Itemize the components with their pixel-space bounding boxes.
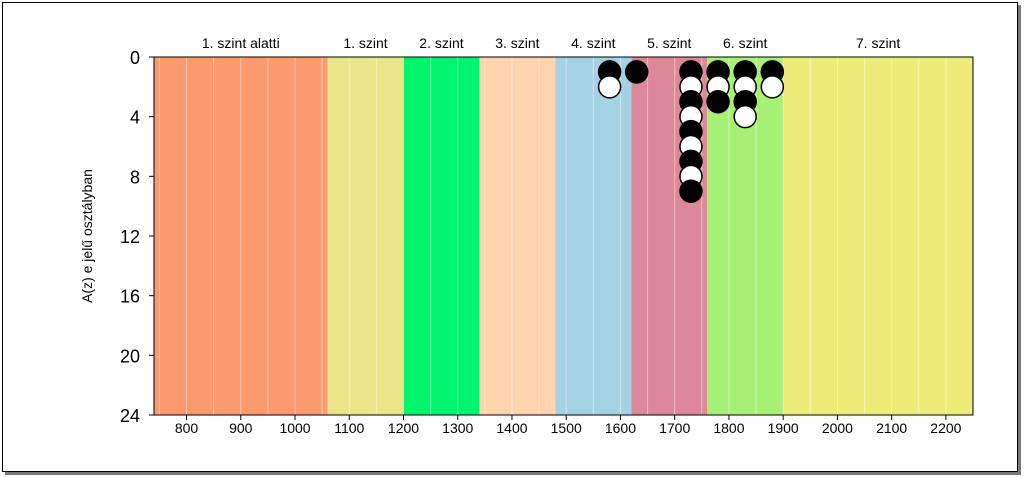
level-label-2: 1. szint <box>343 35 387 51</box>
data-point-3 <box>624 60 649 84</box>
x-tick-label: 1900 <box>768 420 799 436</box>
x-tick-label: 1700 <box>659 420 690 436</box>
x-tick-label: 1400 <box>496 420 527 436</box>
y-tick-label: 4 <box>130 108 140 128</box>
x-tick-label: 2200 <box>930 420 961 436</box>
x-tick-label: 1800 <box>713 420 744 436</box>
level-band-4 <box>479 57 556 415</box>
data-points <box>597 60 785 203</box>
level-bands <box>154 57 973 415</box>
level-label-3: 2. szint <box>419 35 463 51</box>
x-tick-label: 1600 <box>605 420 636 436</box>
x-tick-label: 1200 <box>388 420 419 436</box>
y-axis-title: A(z) e jelű osztályban <box>79 169 95 303</box>
y-tick-label: 20 <box>120 346 140 366</box>
vertical-gridlines <box>158 57 947 415</box>
x-tick-label: 800 <box>175 420 199 436</box>
x-tick-label: 1100 <box>334 420 364 436</box>
level-band-2 <box>327 57 404 415</box>
level-band-1 <box>154 57 328 415</box>
x-tick-label: 1000 <box>279 420 310 436</box>
level-band-8 <box>783 57 973 415</box>
x-tick-label: 1300 <box>442 420 473 436</box>
level-labels: 1. szint alatti 1. szint 2. szint 3. szint 4… <box>202 35 900 51</box>
level-band-5 <box>555 57 632 415</box>
level-label-5: 4. szint <box>571 35 615 51</box>
level-label-7: 6. szint <box>723 35 767 51</box>
x-tick-label: 900 <box>229 420 253 436</box>
y-tick-label: 24 <box>120 406 140 426</box>
x-tick-label: 1500 <box>551 420 582 436</box>
data-point-15 <box>706 90 730 114</box>
data-point-12 <box>679 179 703 203</box>
y-tick-label: 0 <box>130 48 140 68</box>
level-label-8: 7. szint <box>856 35 900 51</box>
level-label-4: 3. szint <box>495 35 539 51</box>
data-point-2 <box>597 75 622 99</box>
y-tick-label: 12 <box>120 227 140 247</box>
level-label-1: 1. szint alatti <box>202 35 280 51</box>
data-point-21 <box>760 75 785 99</box>
y-tick-label: 8 <box>130 167 140 187</box>
level-label-6: 5. szint <box>647 35 691 51</box>
x-tick-label: 2000 <box>822 420 853 436</box>
x-tick-label: 2100 <box>876 420 907 436</box>
x-axis: 800 900 1000 1100 1200 1300 1400 1500 1600 1700 18… <box>175 415 962 436</box>
level-band-3 <box>403 57 480 415</box>
y-tick-label: 16 <box>120 287 140 307</box>
y-axis: 0 4 8 12 16 20 24 <box>120 48 154 426</box>
data-point-19 <box>733 104 757 129</box>
